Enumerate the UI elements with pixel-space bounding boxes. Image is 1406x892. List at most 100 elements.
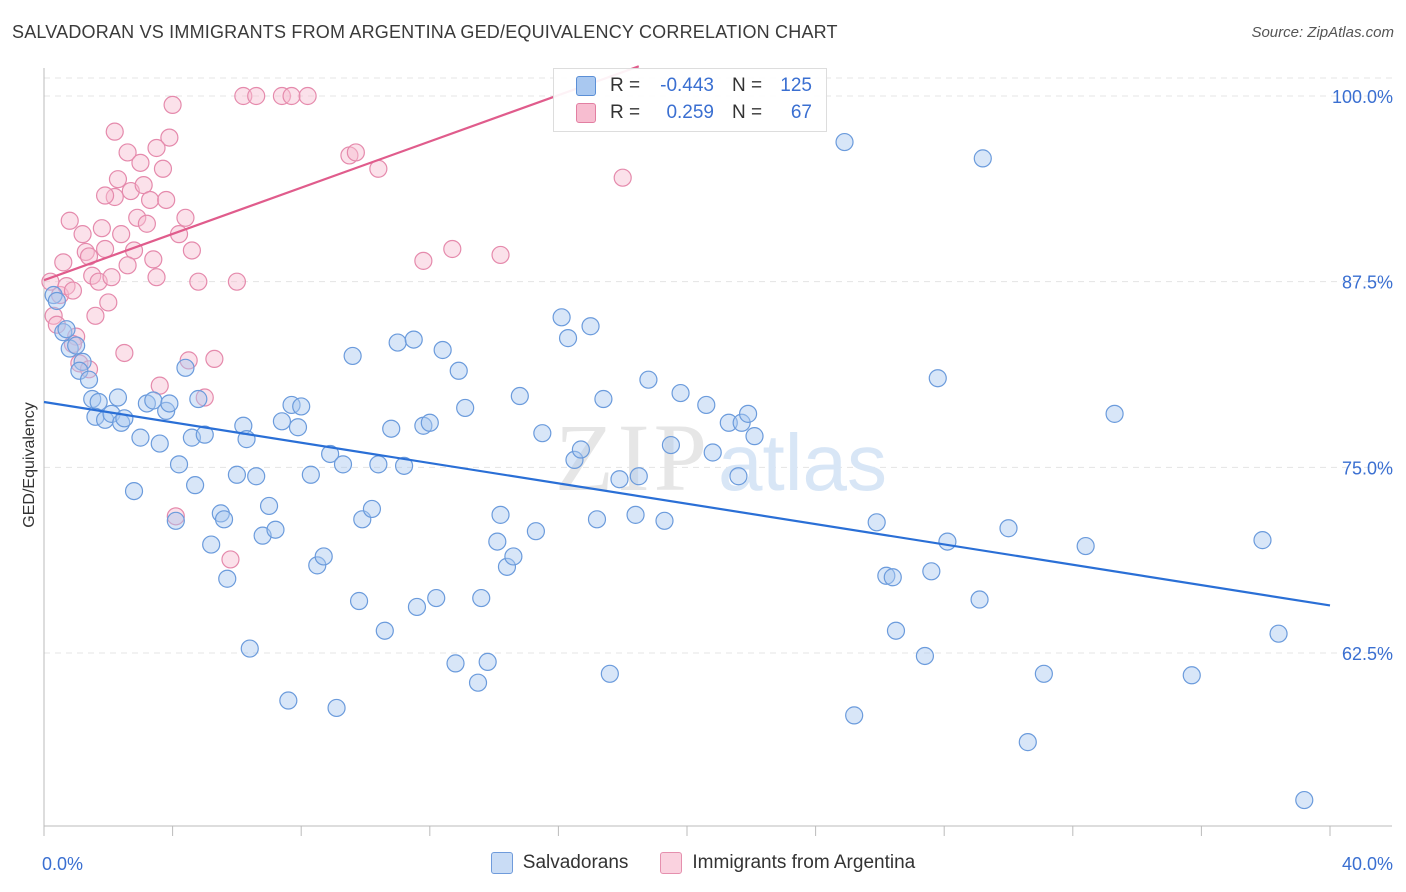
salvadoran-point bbox=[227, 465, 246, 484]
argentina-point bbox=[346, 143, 365, 162]
argentina-point bbox=[63, 281, 83, 300]
legend-label-salvadorans: Salvadorans bbox=[522, 852, 629, 873]
salvadoran-point bbox=[581, 317, 600, 336]
salvadoran-point bbox=[1269, 624, 1288, 643]
salvadoran-point bbox=[973, 149, 992, 168]
salvadoran-point bbox=[488, 532, 507, 551]
salvadoran-point bbox=[468, 673, 488, 692]
salvadoran-point bbox=[729, 467, 748, 486]
salvadoran-point bbox=[571, 440, 591, 459]
salvadoran-point bbox=[343, 346, 362, 366]
salvadoran-point bbox=[394, 456, 414, 475]
argentina-point bbox=[163, 95, 182, 115]
grid-lines bbox=[44, 77, 1392, 654]
salvadoran-point bbox=[160, 394, 179, 413]
salvadoran-point bbox=[195, 425, 214, 444]
salvadoran-point bbox=[349, 591, 369, 611]
salvadoran-point bbox=[427, 588, 446, 608]
argentina-point bbox=[86, 306, 105, 325]
salvadoran-point bbox=[1034, 664, 1053, 683]
legend-r-value: -0.443 bbox=[660, 75, 714, 96]
argentina-point bbox=[227, 272, 246, 291]
salvadoran-point bbox=[491, 505, 510, 524]
salvadoran-point bbox=[655, 511, 674, 530]
salvadoran-point bbox=[552, 308, 571, 327]
salvadoran-point bbox=[1182, 666, 1201, 685]
argentina-point bbox=[92, 219, 111, 238]
legend-n-label: N = bbox=[732, 102, 763, 123]
argentina-point bbox=[112, 225, 131, 244]
argentina-point bbox=[137, 214, 156, 233]
salvadoran-point bbox=[867, 513, 886, 532]
legend-item-salvadorans[interactable]: Salvadorans bbox=[490, 852, 629, 874]
salvadoran-point bbox=[67, 336, 86, 355]
salvadoran-point bbox=[375, 621, 394, 640]
argentina-point bbox=[491, 245, 510, 265]
legend-swatch-pink bbox=[576, 103, 596, 123]
salvadoran-point bbox=[57, 320, 76, 339]
salvadoran-point bbox=[928, 369, 947, 388]
salvadoran-point bbox=[639, 370, 658, 389]
argentina-point bbox=[99, 293, 118, 312]
tick-labels: 100.0% 87.5% 75.0% 62.5% 0.0% 40.0% bbox=[42, 87, 1393, 874]
chart-title: SALVADORAN VS IMMIGRANTS FROM ARGENTINA … bbox=[12, 22, 838, 42]
argentina-point bbox=[108, 170, 128, 189]
argentina-point bbox=[131, 153, 150, 172]
salvadoran-point bbox=[407, 597, 427, 617]
argentina-point bbox=[95, 186, 115, 205]
salvadoran-point bbox=[218, 569, 237, 588]
argentina-point bbox=[613, 168, 632, 187]
salvadoran-point bbox=[600, 664, 619, 683]
argentina-point bbox=[102, 268, 121, 287]
salvadoran-point bbox=[510, 386, 529, 406]
salvadoran-point bbox=[186, 476, 205, 495]
y-axis-label: GED/Equivalency bbox=[21, 402, 38, 528]
salvadoran-point bbox=[626, 505, 645, 524]
salvadoran-point bbox=[420, 413, 439, 432]
salvadoran-point bbox=[433, 340, 452, 360]
salvadoran-point bbox=[272, 412, 292, 431]
salvadoran-point bbox=[54, 323, 73, 342]
salvadoran-point bbox=[124, 481, 144, 501]
salvadoran-point bbox=[89, 392, 108, 412]
salvadoran-point bbox=[504, 547, 523, 566]
salvadoran-point bbox=[1253, 531, 1272, 550]
x-tick-label: 0.0% bbox=[42, 854, 83, 874]
argentina-point bbox=[79, 360, 99, 379]
legend-label-argentina: Immigrants from Argentina bbox=[692, 852, 916, 873]
argentina-point bbox=[105, 122, 124, 141]
salvadoran-point bbox=[382, 419, 401, 438]
salvadoran-point bbox=[594, 389, 613, 409]
salvadoran-point bbox=[131, 428, 150, 447]
salvadoran-point bbox=[362, 499, 382, 519]
salvadoran-point bbox=[79, 370, 99, 389]
argentina-point bbox=[73, 225, 92, 244]
legend-n-value: 67 bbox=[790, 102, 812, 123]
legend-row-salvadorans: R = -0.443 N = 125 bbox=[576, 73, 812, 99]
salvadoran-point bbox=[240, 639, 259, 658]
argentina-point bbox=[247, 86, 266, 106]
salvadoran-point bbox=[214, 510, 234, 529]
argentina-point bbox=[234, 86, 253, 106]
salvadoran-point bbox=[47, 291, 66, 311]
salvadoran-point bbox=[877, 566, 896, 585]
salvadoran-point bbox=[478, 652, 497, 672]
argentina-point bbox=[144, 250, 163, 269]
salvadoran-point bbox=[446, 654, 465, 673]
salvadoran-point bbox=[629, 467, 648, 486]
salvadoran-point bbox=[915, 646, 935, 666]
salvadoran-point bbox=[169, 455, 189, 474]
legend-item-argentina[interactable]: Immigrants from Argentina bbox=[660, 852, 915, 874]
salvadoran-points bbox=[44, 132, 1314, 810]
argentina-trend-line bbox=[43, 65, 640, 282]
salvadoran-point bbox=[1018, 733, 1037, 752]
argentina-point bbox=[157, 190, 176, 210]
salvadoran-point bbox=[497, 557, 517, 576]
salvadoran-point bbox=[533, 424, 552, 443]
argentina-point bbox=[147, 268, 166, 287]
argentina-point bbox=[115, 343, 134, 363]
argentina-point bbox=[54, 253, 73, 272]
source-label: Source: ZipAtlas.com bbox=[1251, 24, 1394, 41]
argentina-point bbox=[443, 239, 462, 259]
